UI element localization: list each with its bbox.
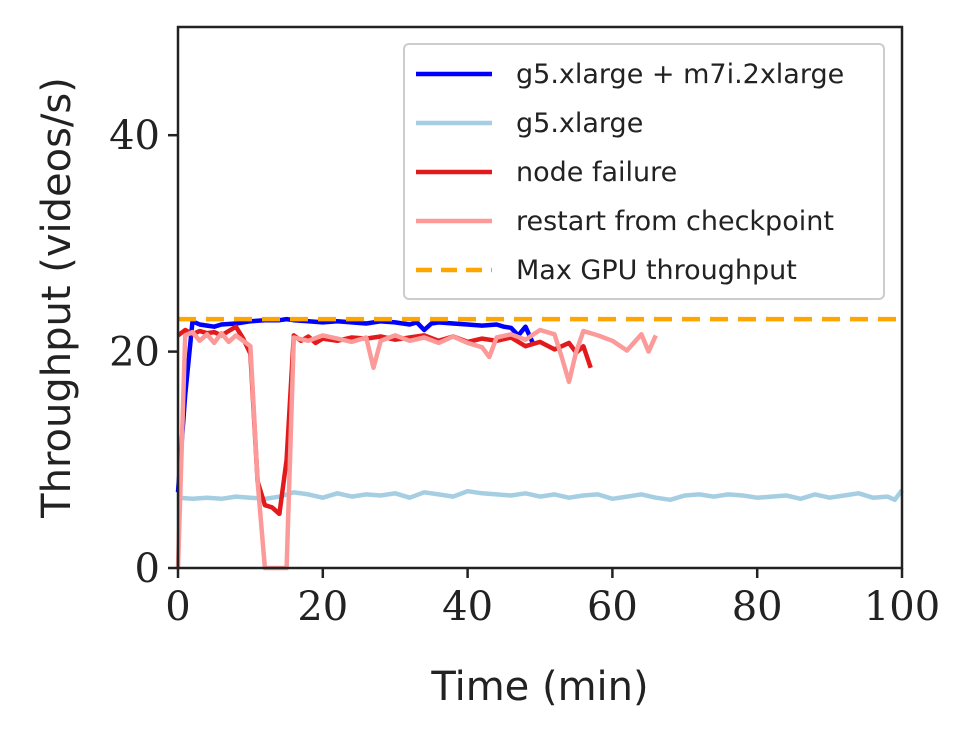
x-tick-label: 60 (587, 584, 638, 630)
x-tick-label: 0 (165, 584, 190, 630)
series-line-2 (176, 324, 593, 517)
ticks-layer: 0 20 40 60 80 100 0 20 40 (109, 113, 940, 630)
legend-entries: g5.xlarge + m7i.2xlarge g5.xlarge node fai… (416, 59, 844, 286)
series-layer (175, 316, 904, 571)
legend-label-4: Max GPU throughput (516, 255, 797, 286)
series-line-1 (177, 488, 904, 503)
series-line-3 (175, 327, 658, 571)
x-axis-title: Time (min) (430, 664, 648, 710)
series-line-0 (175, 316, 535, 493)
legend-label-3: restart from checkpoint (516, 206, 834, 237)
legend: g5.xlarge + m7i.2xlarge g5.xlarge node fai… (403, 43, 885, 300)
legend-label-0: g5.xlarge + m7i.2xlarge (516, 59, 844, 90)
x-tick-label: 20 (297, 584, 348, 630)
y-tick-label: 40 (109, 113, 160, 159)
plot-frame (176, 25, 904, 570)
legend-label-1: g5.xlarge (516, 108, 643, 139)
x-tick-label: 80 (732, 584, 783, 630)
x-tick-label: 100 (864, 584, 940, 630)
legend-label-2: node failure (516, 157, 677, 188)
y-tick-label: 20 (109, 330, 160, 376)
legend-box (403, 43, 885, 300)
y-axis-title: Throughput (videos/s) (34, 77, 80, 519)
x-tick-label: 40 (442, 584, 493, 630)
y-tick-label: 0 (135, 546, 160, 592)
